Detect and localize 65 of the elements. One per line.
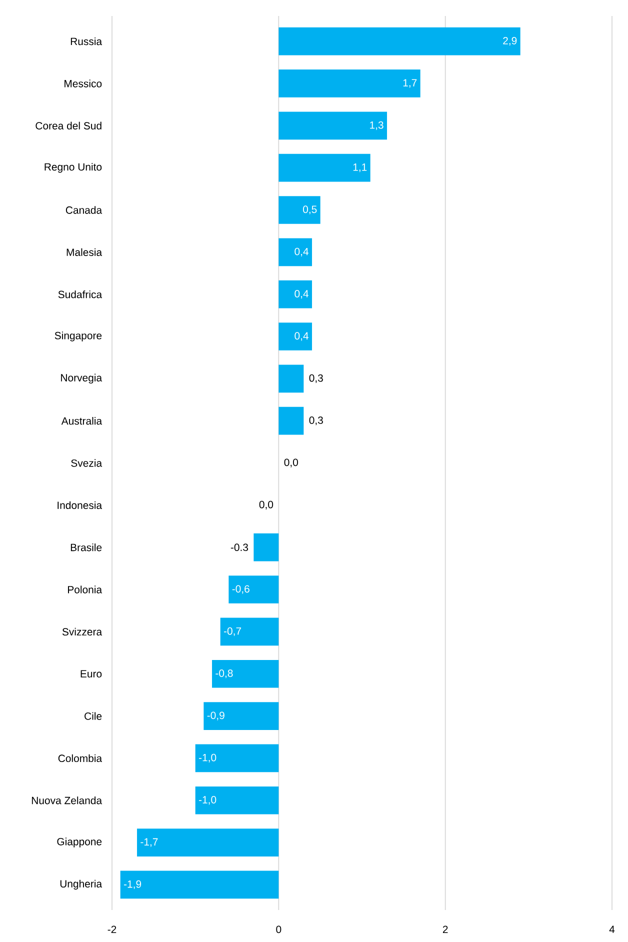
y-tick-label: Indonesia [58, 501, 102, 510]
bar [195, 786, 279, 814]
x-tick-label: 2 [442, 926, 448, 933]
bar [278, 322, 312, 350]
bar [278, 70, 420, 98]
data-label: 0,0 [284, 458, 298, 468]
data-label: 1,1 [353, 164, 367, 172]
y-tick-label: Canada [66, 206, 102, 214]
y-tick-label: Nuova Zelanda [32, 796, 102, 804]
y-tick-label: Svizzera [62, 628, 102, 636]
y-tick-label: Colombia [58, 754, 102, 762]
y-tick-label: Polonia [68, 586, 102, 594]
y-tick-label: Norvegia [61, 374, 102, 384]
bar [278, 406, 304, 435]
data-label: -1,0 [199, 754, 216, 763]
bar [278, 364, 304, 393]
data-label: -1,9 [124, 880, 142, 890]
bar [278, 112, 388, 140]
y-tick-label: Corea del Sud [36, 122, 102, 130]
y-tick-label: Messico [64, 80, 102, 88]
y-tick-label: Euro [80, 670, 102, 678]
bar [278, 238, 312, 266]
bar [278, 196, 320, 224]
x-tick-label: 0 [276, 926, 282, 934]
data-label: 2,9 [503, 36, 517, 46]
bar [212, 660, 279, 688]
data-label: 0,5 [303, 206, 317, 214]
bar [254, 533, 279, 562]
bar [278, 280, 312, 308]
data-label: 1,7 [403, 79, 417, 88]
data-label: 0,4 [294, 248, 308, 256]
bar [220, 618, 279, 646]
data-label: 0,0 [259, 500, 274, 510]
data-label: -1,0 [199, 796, 216, 805]
y-tick-label: Brasile [70, 544, 102, 552]
bar [228, 576, 279, 604]
y-tick-label: Giappone [57, 838, 102, 848]
y-tick-label: Russia [70, 37, 102, 46]
data-label: -0,8 [216, 670, 233, 678]
x-tick-label: 4 [609, 926, 615, 933]
data-label: -0,7 [224, 627, 242, 636]
y-tick-label: Malesia [66, 248, 102, 256]
bar [120, 870, 279, 899]
data-label: 0,4 [294, 290, 308, 299]
data-label: 0,3 [309, 416, 323, 426]
y-tick-label: Cile [84, 712, 102, 720]
y-tick-label: Australia [61, 417, 102, 425]
y-tick-label: Regno Unito [44, 162, 102, 173]
y-tick-label: Svezia [71, 459, 102, 467]
bar [204, 702, 279, 730]
bar [278, 27, 520, 56]
y-tick-label: Singapore [54, 332, 102, 342]
data-label: 0,3 [309, 374, 323, 383]
x-tick-label: -2 [108, 926, 116, 933]
y-tick-label: Ungheria [60, 880, 102, 890]
data-label: -0,6 [232, 585, 250, 594]
bar [278, 154, 370, 182]
data-label: 1,3 [370, 121, 384, 130]
data-label: -0,9 [207, 712, 224, 720]
data-label: -0.3 [230, 544, 248, 552]
bar [137, 828, 279, 856]
y-tick-label: Sudafrica [58, 290, 102, 298]
bar [195, 744, 279, 772]
data-label: -1,7 [140, 838, 158, 847]
data-label: 0,4 [294, 332, 308, 341]
